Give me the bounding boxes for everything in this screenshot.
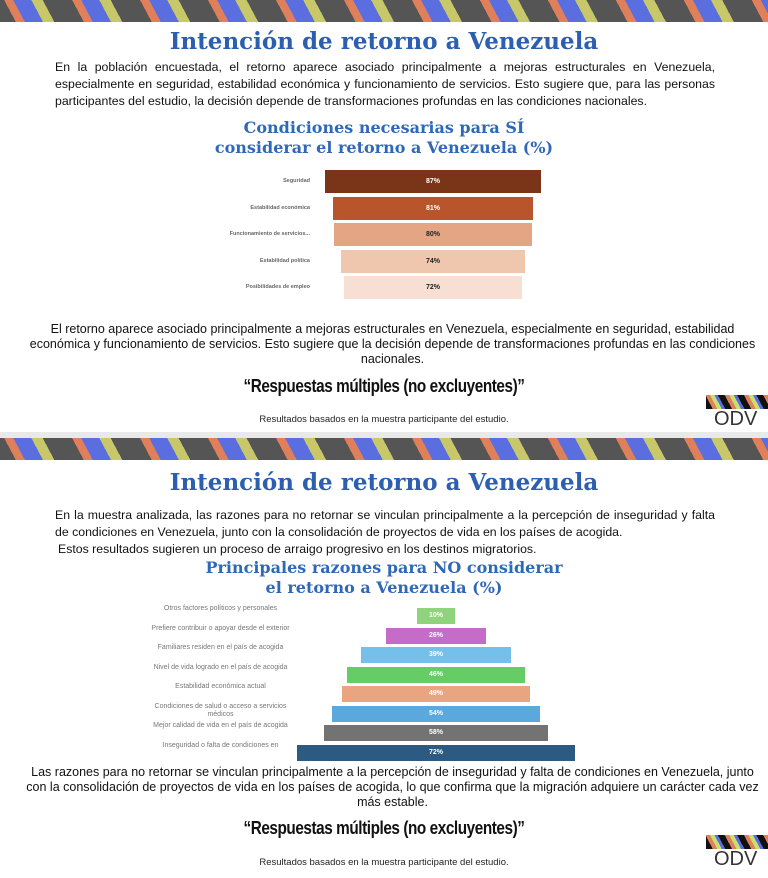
chart-category-label: Condiciones de salud o acceso a servicio… <box>154 702 287 718</box>
logo-text: ODV <box>714 848 758 870</box>
chart-category-label: Posibilidades de empleo <box>245 284 310 290</box>
chart-bar: 39% <box>360 647 512 663</box>
chart-category-label: Otros factores políticos y personales <box>163 605 278 612</box>
caption: El retorno aparece asociado principalmen… <box>29 322 756 366</box>
chart-bar: 87% <box>325 170 541 193</box>
chart-category-label: Estabilidad política <box>259 257 310 264</box>
odv-logo: ODV <box>706 395 768 429</box>
chart-bar: 54% <box>332 705 540 722</box>
chart-bar: 46% <box>347 666 525 683</box>
chart-bar: 81% <box>332 196 534 220</box>
chart-category-label: Estabilidad económica <box>250 204 310 211</box>
intro-paragraph-2: Estos resultados sugieren un proceso de … <box>58 542 537 556</box>
multiple-responses-note: “Respuestas múltiples (no excluyentes)” <box>243 818 525 838</box>
caption: Las razones para no retornar se vinculan… <box>26 765 759 809</box>
decorative-banner <box>0 438 768 460</box>
chart-category-label: Estabilidad económica actual <box>175 683 266 690</box>
chart-title: Condiciones necesarias para SÍ considerar… <box>0 118 768 158</box>
intro-paragraph: En la población encuestada, el retorno a… <box>55 60 715 108</box>
chart-bar: 10% <box>416 608 456 624</box>
chart-bar: 80% <box>333 223 533 246</box>
source-note: Resultados basados en la muestra partici… <box>259 857 509 868</box>
chart-bar: 49% <box>341 686 531 702</box>
source-note: Resultados basados en la muestra partici… <box>259 414 509 425</box>
intro-paragraph: En la muestra analizada, las razones par… <box>55 508 715 539</box>
chart-category-label: Nivel de vida logrado en el país de acog… <box>153 663 288 671</box>
chart-category-label: Prefiere contribuir o apoyar desde el ex… <box>151 624 290 632</box>
decorative-banner <box>0 0 768 22</box>
chart-title-line2: el retorno a Venezuela (%) <box>265 578 503 597</box>
odv-logo: ODV <box>706 835 768 869</box>
chart-category-label: Seguridad <box>283 178 310 184</box>
logo-text: ODV <box>714 408 758 430</box>
chart-bar: 72% <box>343 276 523 299</box>
slide-title: Intención de retorno a Venezuela <box>169 469 599 496</box>
slide-conditions-yes: Intención de retorno a Venezuela En la p… <box>0 0 768 432</box>
chart-title: Principales razones para NO considerar el… <box>0 558 768 598</box>
chart-bar: 72% <box>297 744 575 761</box>
chart-category-label: Mejor calidad de vida en el país de acog… <box>153 722 288 729</box>
chart-title-line2: considerar el retorno a Venezuela (%) <box>214 138 554 157</box>
chart-title-line1: Condiciones necesarias para SÍ <box>243 118 525 137</box>
chart-category-label: Inseguridad o falta de condiciones en <box>162 741 279 749</box>
chart-category-label: Funcionamiento de servicios... <box>229 231 310 237</box>
slide-title: Intención de retorno a Venezuela <box>169 28 599 55</box>
chart-title-line1: Principales razones para NO considerar <box>205 558 563 577</box>
chart-category-label: Familiares residen en el país de acogida <box>157 644 284 651</box>
chart-bar: 26% <box>385 627 487 644</box>
chart-bar: 74% <box>341 249 525 273</box>
multiple-responses-note: “Respuestas múltiples (no excluyentes)” <box>243 376 525 396</box>
slide-reasons-no: Intención de retorno a Venezuela En la m… <box>0 438 768 878</box>
chart-bar: 58% <box>324 725 548 741</box>
